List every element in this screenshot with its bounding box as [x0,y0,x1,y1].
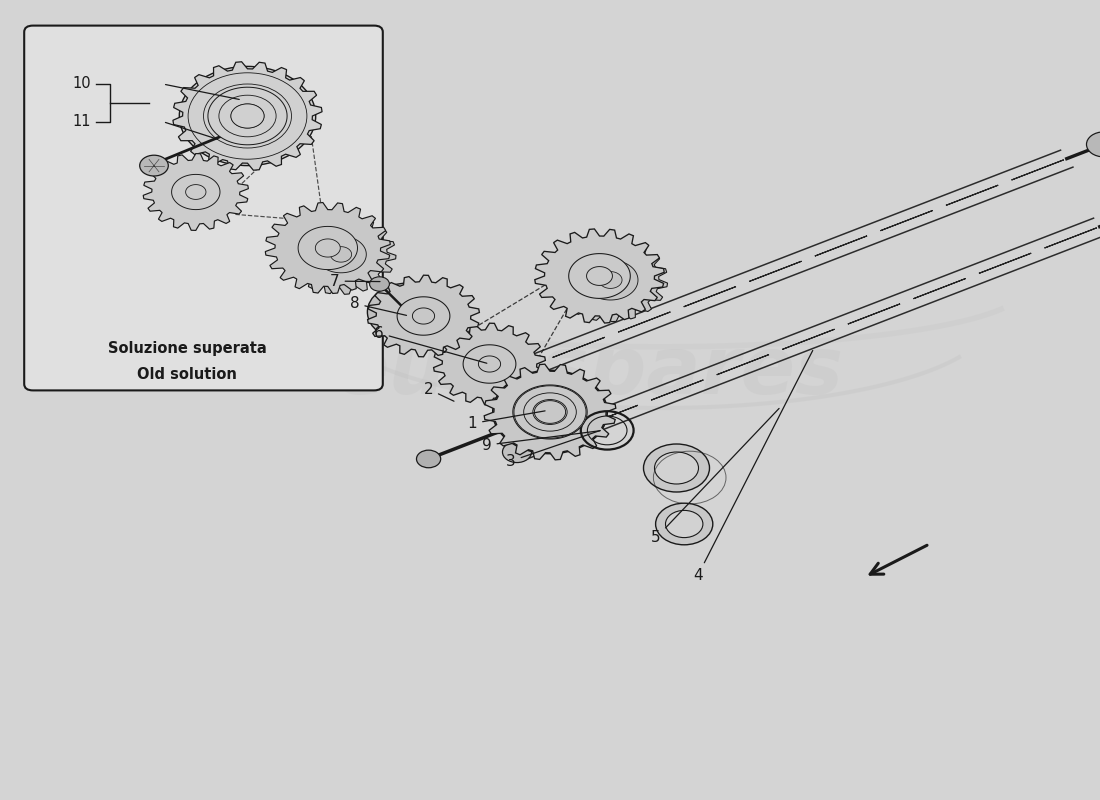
Polygon shape [298,226,358,270]
Polygon shape [367,275,480,357]
Polygon shape [484,364,616,460]
Text: 8: 8 [350,296,407,315]
Text: 3: 3 [506,430,601,469]
Circle shape [370,277,389,291]
Polygon shape [684,286,736,306]
Polygon shape [412,308,434,324]
Text: 2: 2 [424,382,454,402]
Polygon shape [208,87,287,145]
Polygon shape [487,362,539,383]
Text: 7: 7 [330,274,380,289]
Text: 4: 4 [693,350,813,583]
Text: 6: 6 [374,326,487,363]
Polygon shape [433,323,546,405]
FancyBboxPatch shape [24,26,383,390]
Polygon shape [782,330,835,350]
Circle shape [493,370,607,454]
Circle shape [666,510,703,538]
Polygon shape [397,297,450,335]
Circle shape [654,452,698,484]
Text: 10: 10 [73,77,91,91]
Text: eurospares: eurospares [334,333,843,411]
Polygon shape [585,406,638,426]
Circle shape [644,444,710,492]
Circle shape [470,374,498,394]
Polygon shape [946,185,998,206]
Polygon shape [1045,228,1097,248]
Polygon shape [173,62,322,170]
Polygon shape [913,278,966,298]
Text: 1: 1 [468,411,546,431]
Polygon shape [520,430,572,451]
Circle shape [179,66,316,166]
Text: Old solution: Old solution [138,366,236,382]
Polygon shape [478,356,500,372]
Polygon shape [143,154,249,230]
Circle shape [140,155,168,176]
Polygon shape [186,185,206,199]
Polygon shape [231,104,264,128]
Polygon shape [651,380,703,400]
Polygon shape [717,354,769,374]
Circle shape [503,442,531,462]
Circle shape [417,450,441,468]
Polygon shape [535,401,565,423]
Polygon shape [586,266,613,286]
Polygon shape [848,304,900,324]
Polygon shape [463,345,516,383]
Text: 5: 5 [651,409,779,546]
Polygon shape [600,272,623,288]
Polygon shape [535,229,664,323]
Polygon shape [749,262,802,282]
Circle shape [382,294,432,330]
Polygon shape [553,238,668,322]
Polygon shape [815,236,867,256]
Polygon shape [316,236,366,273]
Polygon shape [1012,160,1064,180]
Polygon shape [265,202,390,294]
Polygon shape [552,338,605,358]
Polygon shape [569,254,630,298]
Polygon shape [880,210,933,230]
Circle shape [367,283,447,341]
Circle shape [1087,132,1100,157]
Text: Soluzione superata: Soluzione superata [108,341,266,356]
Polygon shape [330,246,352,262]
Polygon shape [172,174,220,210]
Polygon shape [513,385,587,439]
Text: 9: 9 [482,430,600,453]
Polygon shape [286,214,396,294]
Polygon shape [316,239,340,257]
Polygon shape [583,260,638,300]
Circle shape [656,503,713,545]
Polygon shape [979,253,1031,274]
Polygon shape [618,312,670,332]
Text: 11: 11 [73,114,91,129]
